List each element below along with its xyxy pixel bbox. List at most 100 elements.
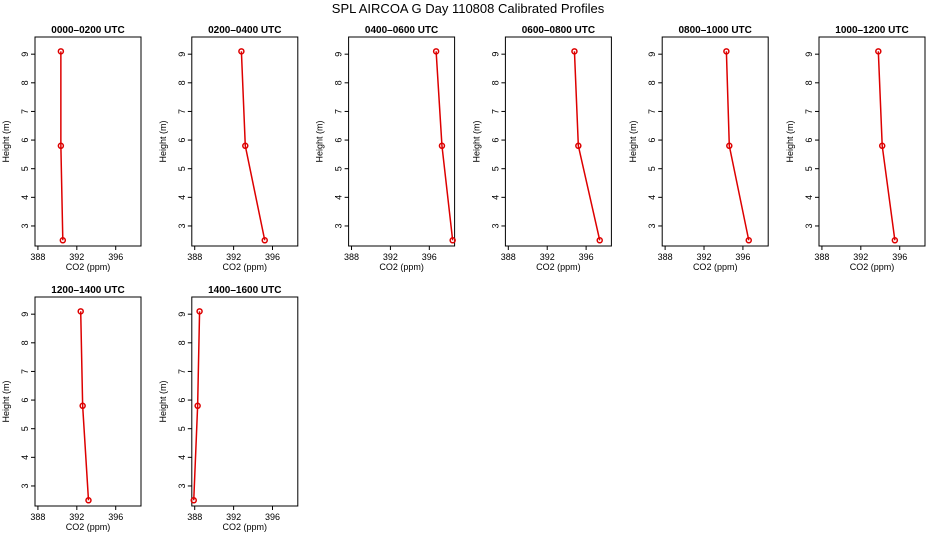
x-axis-label: CO2 (ppm) xyxy=(379,262,424,272)
data-point xyxy=(596,237,603,244)
profile-line xyxy=(192,311,201,501)
y-tick-label: 8 xyxy=(177,80,187,85)
x-tick-label: 388 xyxy=(658,252,673,262)
y-tick-label: 8 xyxy=(20,80,30,85)
profile-line xyxy=(240,51,266,241)
x-tick-label: 396 xyxy=(735,252,750,262)
profile-line xyxy=(60,51,64,241)
y-tick-label: 5 xyxy=(647,166,657,171)
data-point xyxy=(59,237,67,244)
x-tick-label: 396 xyxy=(108,512,123,522)
y-tick-label: 3 xyxy=(647,223,657,228)
y-tick-label: 5 xyxy=(20,426,30,431)
y-tick-label: 4 xyxy=(20,455,30,460)
y-tick-label: 5 xyxy=(20,166,30,171)
y-axis-label: Height (m) xyxy=(158,120,168,162)
y-tick-label: 7 xyxy=(647,109,657,114)
profile-line xyxy=(79,311,90,501)
y-tick-label: 4 xyxy=(177,195,187,200)
data-point xyxy=(575,142,582,150)
y-tick-label: 4 xyxy=(20,195,30,200)
x-tick-label: 392 xyxy=(853,252,868,262)
data-point xyxy=(745,237,753,244)
y-tick-label: 3 xyxy=(177,223,187,228)
y-tick-label: 7 xyxy=(177,109,187,114)
y-tick-label: 6 xyxy=(177,138,187,143)
data-point xyxy=(242,142,249,150)
y-tick-label: 3 xyxy=(490,223,500,228)
y-tick-label: 4 xyxy=(490,195,500,200)
plot-frame xyxy=(504,36,612,247)
y-tick-label: 4 xyxy=(804,195,814,200)
y-axis-label: Height (m) xyxy=(785,120,795,162)
x-axis-label: CO2 (ppm) xyxy=(223,522,268,532)
x-tick-label: 388 xyxy=(187,252,202,262)
y-tick-label: 8 xyxy=(334,80,344,85)
y-tick-label: 6 xyxy=(647,138,657,143)
x-tick-label: 388 xyxy=(344,252,359,262)
plot-frame xyxy=(34,296,142,507)
x-axis-label: CO2 (ppm) xyxy=(66,262,111,272)
x-tick-label: 392 xyxy=(540,252,555,262)
x-axis-label: CO2 (ppm) xyxy=(66,522,111,532)
x-tick-label: 388 xyxy=(30,512,45,522)
panel-title: 0200–0400 UTC xyxy=(208,25,281,36)
data-point xyxy=(85,497,92,504)
y-axis-label: Height (m) xyxy=(471,120,481,162)
y-axis-label: Height (m) xyxy=(628,120,638,162)
x-tick-label: 388 xyxy=(30,252,45,262)
x-axis-label: CO2 (ppm) xyxy=(693,262,738,272)
x-tick-label: 396 xyxy=(892,252,907,262)
data-point xyxy=(878,142,886,150)
y-tick-label: 3 xyxy=(177,483,187,488)
x-tick-label: 396 xyxy=(579,252,594,262)
data-point xyxy=(261,237,268,244)
y-tick-label: 4 xyxy=(647,195,657,200)
data-point xyxy=(57,142,65,150)
y-axis-label: Height (m) xyxy=(158,380,168,422)
x-tick-label: 396 xyxy=(265,512,280,522)
y-tick-label: 5 xyxy=(177,426,187,431)
data-point xyxy=(726,142,733,150)
y-tick-label: 9 xyxy=(334,52,344,57)
y-tick-label: 7 xyxy=(177,369,187,374)
y-tick-label: 6 xyxy=(804,138,814,143)
plot-frame xyxy=(348,36,456,247)
x-tick-label: 396 xyxy=(265,252,280,262)
y-tick-label: 7 xyxy=(490,109,500,114)
data-point xyxy=(875,48,882,55)
data-point xyxy=(238,48,245,55)
y-tick-label: 9 xyxy=(20,312,30,317)
data-point xyxy=(571,48,578,55)
panel-title: 0400–0600 UTC xyxy=(365,25,438,36)
y-tick-label: 6 xyxy=(490,138,500,143)
data-point xyxy=(449,237,456,244)
y-tick-label: 9 xyxy=(20,52,30,57)
x-axis-label: CO2 (ppm) xyxy=(850,262,895,272)
y-tick-label: 7 xyxy=(20,369,30,374)
plot-frame xyxy=(191,36,299,247)
y-tick-label: 3 xyxy=(804,223,814,228)
y-tick-label: 5 xyxy=(334,166,344,171)
x-tick-label: 392 xyxy=(69,252,84,262)
y-tick-label: 5 xyxy=(177,166,187,171)
data-point xyxy=(196,308,203,315)
x-tick-label: 392 xyxy=(383,252,398,262)
y-tick-label: 7 xyxy=(804,109,814,114)
profile-line xyxy=(435,51,454,241)
plot-frame xyxy=(191,296,299,507)
data-point xyxy=(438,142,446,150)
plot-frame xyxy=(34,36,142,247)
x-tick-label: 396 xyxy=(108,252,123,262)
y-tick-label: 7 xyxy=(20,109,30,114)
panel-title: 1200–1400 UTC xyxy=(51,285,124,296)
y-tick-label: 3 xyxy=(334,223,344,228)
y-tick-label: 6 xyxy=(334,138,344,143)
data-point xyxy=(57,48,65,55)
data-point xyxy=(723,48,730,55)
y-tick-label: 8 xyxy=(20,340,30,345)
plot-frame xyxy=(661,36,769,247)
y-tick-label: 5 xyxy=(490,166,500,171)
data-point xyxy=(79,402,86,410)
